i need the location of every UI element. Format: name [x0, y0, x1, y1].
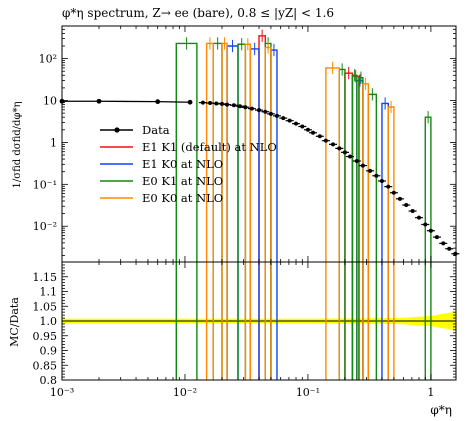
data-point-24: [323, 138, 328, 143]
main-series-group: [175, 29, 432, 262]
data-point-25: [331, 142, 336, 147]
ratio-y-tick-label-5: 1.05: [33, 300, 58, 313]
ratio-y-label: MC/Data: [8, 297, 21, 347]
data-point-11: [243, 105, 248, 110]
legend-label-4: E0 K0 at NLO: [142, 191, 223, 205]
main-y-label: 1/σfid dσfid/dφ*η: [12, 102, 23, 189]
x-tick-label-1: 10⁻²: [173, 386, 197, 399]
main-y-tick-label-0: 10⁻²: [33, 220, 57, 233]
data-point-30: [360, 163, 365, 168]
series-0-bin-2: [351, 75, 360, 262]
series-1-bin-3: [356, 79, 364, 262]
data-point-18: [287, 118, 292, 123]
data-point-4: [200, 100, 205, 105]
data-point-40: [423, 222, 428, 227]
ratio-ticks-group: 10⁻³ 10⁻² 10⁻¹ 1 0.8 0.850.9 0.95 1.0 1.051.1 1.1…: [33, 261, 456, 399]
x-tick-label-2: 10⁻¹: [296, 386, 320, 399]
data-point-43: [441, 241, 446, 246]
data-point-5: [208, 101, 213, 106]
ratio-y-tick-label-0: 0.8: [40, 374, 58, 387]
series-2-bin-5: [351, 74, 358, 262]
ratio-y-tick-label-4: 1.0: [40, 315, 58, 328]
legend-marker-0: [114, 127, 120, 133]
main-y-tick-label-1: 10⁻¹: [33, 178, 57, 191]
series-2-bin-8: [424, 116, 432, 262]
x-tick-label-0: 10⁻³: [50, 386, 74, 399]
ratio-y-tick-label-7: 1.15: [33, 271, 58, 284]
series-1-bin-2: [270, 49, 278, 262]
data-point-16: [274, 113, 279, 118]
data-point-2: [155, 99, 161, 105]
data-point-17: [281, 116, 286, 121]
data-point-44: [447, 246, 452, 251]
data-point-13: [257, 108, 261, 113]
data-point-23: [317, 134, 322, 139]
legend-label-1: E1 K1 (default) at NLO: [142, 140, 277, 154]
data-point-41: [428, 228, 433, 233]
legend-label-0: Data: [142, 123, 170, 137]
ratio-y-tick-label-3: 0.95: [33, 330, 58, 343]
main-y-tick-label-3: 10: [43, 95, 57, 108]
series-3-bin-6: [387, 106, 395, 262]
series-3-bin-5: [362, 83, 370, 262]
data-point-28: [348, 154, 353, 159]
data-point-19: [294, 121, 299, 126]
data-point-7: [219, 101, 224, 106]
main-data-group: [59, 98, 460, 256]
legend-label-3: E0 K1 at NLO: [142, 174, 223, 188]
data-point-15: [268, 111, 273, 116]
data-point-36: [397, 196, 402, 201]
ratio-y-tick-label-2: 0.9: [40, 345, 58, 358]
data-point-42: [434, 235, 439, 240]
data-point-31: [368, 168, 373, 173]
series-1-bin-1: [249, 48, 260, 262]
data-point-33: [379, 178, 384, 183]
x-axis-label: φ*η: [430, 403, 452, 417]
ratio-panel: 10⁻³ 10⁻² 10⁻¹ 1 0.8 0.850.9 0.95 1.0 1.051.1 1.1…: [33, 261, 457, 399]
data-point-1: [96, 98, 102, 104]
data-point-12: [249, 106, 254, 111]
data-point-8: [225, 102, 230, 107]
data-point-32: [374, 173, 379, 178]
data-point-35: [391, 190, 396, 195]
series-2-bin-4: [338, 68, 346, 262]
data-point-26: [337, 146, 342, 151]
series-3-bin-3: [264, 46, 272, 262]
data-point-22: [311, 130, 316, 135]
ratio-series-group: [175, 262, 432, 380]
data-point-27: [342, 150, 347, 155]
legend: Data E1 K1 (default) at NLO E1 K0 at NLO E0…: [100, 123, 277, 205]
data-point-39: [416, 215, 421, 220]
data-point-37: [404, 203, 409, 208]
data-point-6: [214, 101, 219, 106]
data-point-9: [231, 103, 236, 108]
series-0-bin-1: [344, 72, 354, 262]
ratio-y-tick-label-6: 1.1: [40, 286, 58, 299]
x-tick-label-3: 1: [427, 386, 434, 399]
data-point-21: [305, 127, 310, 132]
data-point-14: [263, 109, 268, 114]
series-3-bin-4: [325, 67, 341, 262]
chart-title: φ*η spectrum, Z→ ee (bare), 0.8 ≤ |yZ| <…: [62, 6, 334, 20]
data-point-3: [187, 99, 193, 105]
main-ticks-group: 10⁻² 10⁻¹ 1 10 10²: [33, 25, 456, 262]
main-panel: 10⁻² 10⁻¹ 1 10 10²: [33, 25, 460, 263]
ratio-y-tick-label-1: 0.85: [33, 359, 58, 372]
data-point-10: [237, 104, 242, 109]
main-y-tick-label-4: 10²: [39, 53, 57, 66]
data-point-38: [410, 209, 415, 214]
data-line: [62, 100, 191, 103]
data-point-29: [354, 159, 359, 164]
legend-label-2: E1 K0 at NLO: [142, 157, 223, 171]
data-point-20: [300, 124, 305, 129]
data-point-34: [386, 184, 391, 189]
main-y-tick-label-2: 1: [50, 136, 57, 149]
series-2-bin-7: [367, 93, 378, 262]
